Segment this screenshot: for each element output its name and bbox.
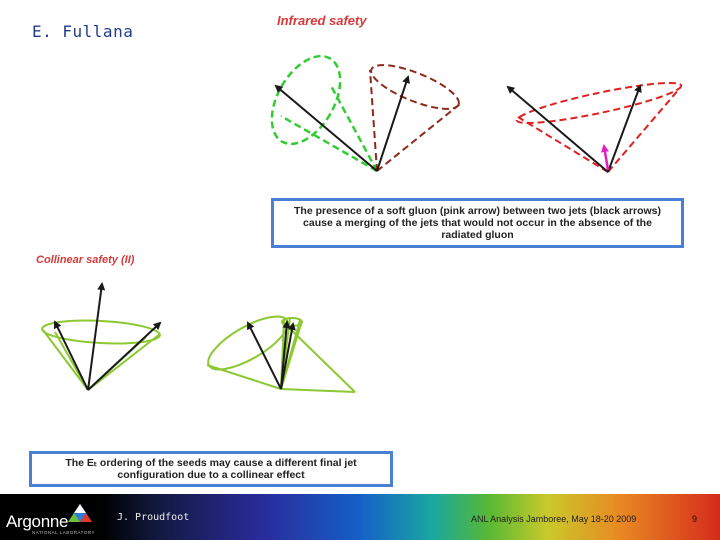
argonne-logo-text: Argonne (6, 512, 69, 531)
jet-arrow-left (274, 84, 378, 172)
soft-gluon-arrow (601, 144, 610, 171)
darkred-jet-cone (369, 64, 461, 172)
collinear-caption-text: The Eₜ ordering of the seeds may cause a… (65, 457, 357, 481)
collinear-diagram-2 (206, 315, 356, 393)
collinear-diagram-1 (41, 282, 162, 391)
infrared-safety-title: Infrared safety (277, 13, 367, 28)
collinear-cone (206, 315, 356, 393)
argonne-logo-icon (68, 504, 92, 522)
collinear-caption-box: The Eₜ ordering of the seeds may cause a… (29, 451, 393, 487)
infrared-caption-box: The presence of a soft gluon (pink arrow… (271, 198, 684, 248)
jet-arrow-right (376, 75, 410, 172)
footer-bar (0, 494, 720, 540)
event-name: ANL Analysis Jamboree, May 18-20 2009 (471, 514, 637, 524)
merged-red-cone (515, 81, 683, 173)
jet-arrow-right (607, 84, 642, 173)
green-jet-cone (270, 54, 379, 173)
jet-arrow-left (506, 85, 609, 173)
collinear-safety-title: Collinear safety (II) (36, 254, 135, 266)
jet-arrow-right (87, 321, 162, 391)
page-number: 9 (692, 514, 698, 524)
jet-arrow-center (87, 282, 106, 391)
infrared-diagram-separate-jets (270, 54, 461, 173)
presenter-name: J. Proudfoot (117, 512, 190, 523)
jet-arrow-left (247, 321, 282, 390)
infrared-diagram-merged-jets (506, 81, 683, 173)
jet-arrow-collinear-a (280, 320, 291, 390)
author-name: E. Fullana (32, 22, 134, 41)
jet-arrow-collinear-b (280, 322, 296, 390)
argonne-logo-subtext: NATIONAL LABORATORY (32, 530, 96, 535)
jet-arrow-left (54, 320, 89, 391)
infrared-caption-text: The presence of a soft gluon (pink arrow… (294, 205, 661, 241)
